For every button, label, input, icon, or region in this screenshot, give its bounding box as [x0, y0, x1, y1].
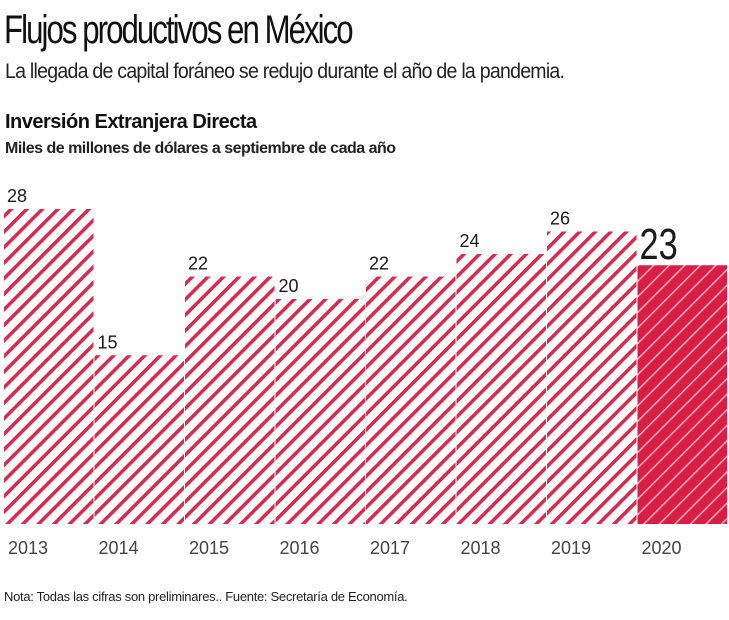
- data-label-2014: 15: [98, 332, 118, 352]
- x-tick-2016: 2016: [280, 538, 320, 558]
- chart-subtitle: Miles de millones de dólares a septiembr…: [5, 140, 396, 157]
- page-title: Flujos productivos en México: [4, 8, 354, 52]
- bar-2017: [366, 276, 456, 524]
- bar-chart: 28 15 22 20 22 24 26 23 2013 2014 2015 2016 2017 201…: [4, 186, 727, 558]
- x-tick-2018: 2018: [461, 538, 501, 558]
- bar-2016: [275, 299, 365, 524]
- data-label-2013: 28: [7, 186, 27, 206]
- data-label-2019: 26: [550, 209, 570, 229]
- bar-2020: [637, 265, 727, 524]
- data-label-2020: 23: [639, 220, 677, 269]
- chart-title: Inversión Extranjera Directa: [5, 111, 257, 133]
- bar-2019: [547, 231, 637, 524]
- page-subtitle: La llegada de capital foráneo se redujo …: [5, 60, 565, 83]
- x-tick-2015: 2015: [189, 538, 229, 558]
- bar-2013: [4, 209, 94, 524]
- data-label-2015: 22: [188, 254, 208, 274]
- x-tick-2020: 2020: [642, 538, 682, 558]
- x-tick-2014: 2014: [99, 538, 139, 558]
- x-tick-2013: 2013: [8, 538, 48, 558]
- bar-2018: [456, 254, 546, 524]
- x-tick-2017: 2017: [370, 538, 410, 558]
- bar-2014: [94, 355, 184, 524]
- bar-2015: [185, 276, 275, 524]
- data-label-2017: 22: [369, 254, 389, 274]
- x-tick-2019: 2019: [551, 538, 591, 558]
- data-label-2018: 24: [460, 231, 480, 251]
- source-note: Nota: Todas las cifras son preliminares.…: [4, 589, 408, 604]
- data-label-2016: 20: [279, 276, 299, 296]
